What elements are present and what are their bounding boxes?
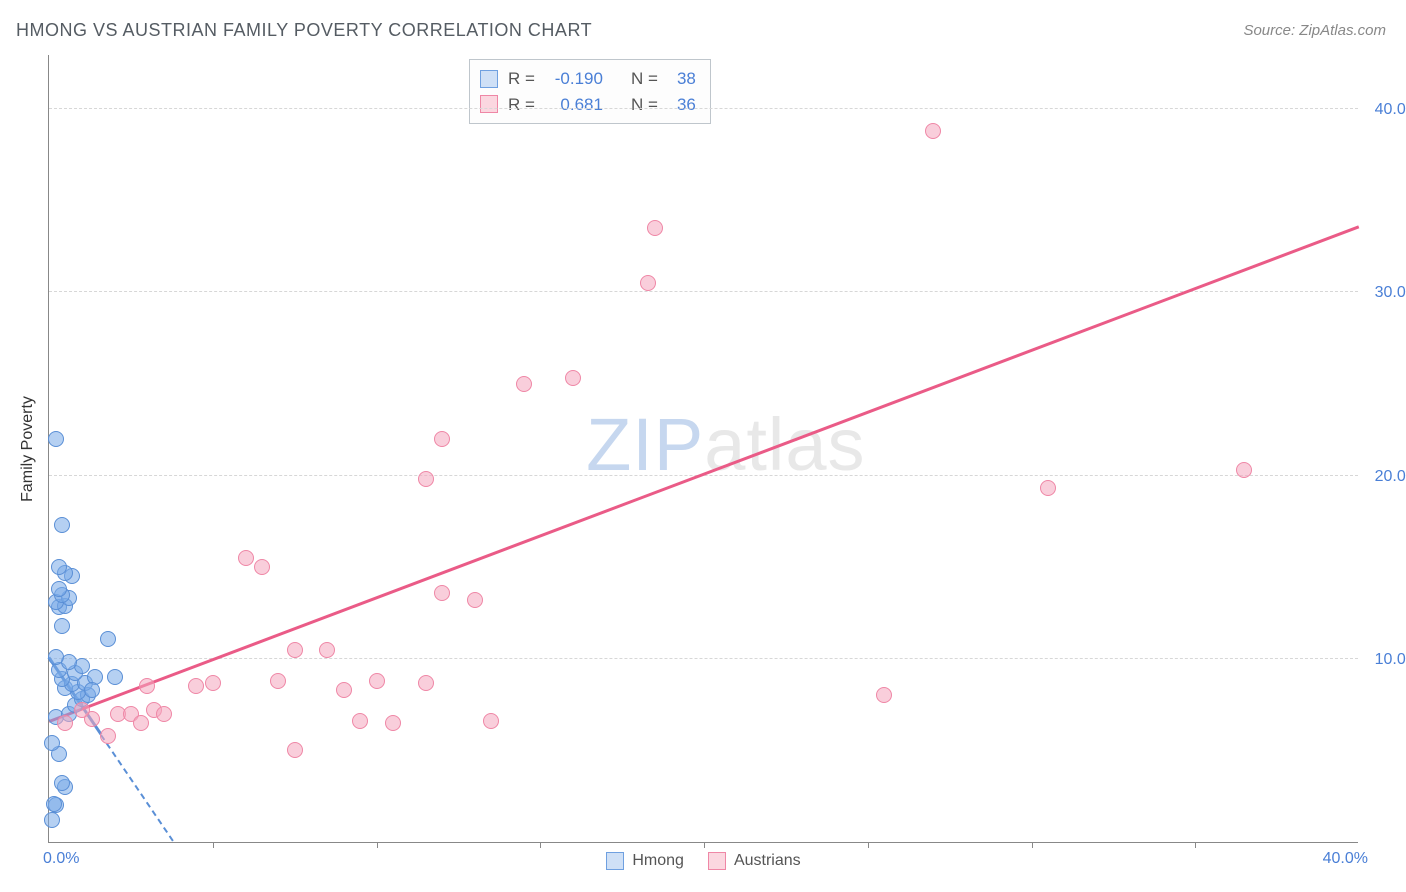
data-point bbox=[238, 550, 254, 566]
y-axis-label-container: Family Poverty bbox=[18, 55, 38, 843]
data-point bbox=[54, 775, 70, 791]
data-point bbox=[434, 585, 450, 601]
data-point bbox=[287, 642, 303, 658]
stats-row-austrians: R = 0.681 N = 36 bbox=[480, 92, 696, 118]
data-point bbox=[254, 559, 270, 575]
data-point bbox=[925, 123, 941, 139]
n-label: N = bbox=[631, 66, 658, 92]
stats-row-hmong: R = -0.190 N = 38 bbox=[480, 66, 696, 92]
data-point bbox=[48, 649, 64, 665]
data-point bbox=[133, 715, 149, 731]
data-point bbox=[467, 592, 483, 608]
legend-item-austrians: Austrians bbox=[708, 852, 801, 870]
data-point bbox=[54, 517, 70, 533]
r-value-hmong: -0.190 bbox=[545, 66, 603, 92]
data-point bbox=[74, 702, 90, 718]
y-tick-label: 30.0% bbox=[1375, 284, 1406, 302]
data-point bbox=[1236, 462, 1252, 478]
legend-item-hmong: Hmong bbox=[606, 852, 684, 870]
data-point bbox=[51, 559, 67, 575]
data-point bbox=[516, 376, 532, 392]
data-point bbox=[57, 715, 73, 731]
data-point bbox=[100, 728, 116, 744]
swatch-hmong bbox=[480, 70, 498, 88]
x-tick bbox=[1032, 842, 1033, 848]
r-value-austrians: 0.681 bbox=[545, 92, 603, 118]
data-point bbox=[876, 687, 892, 703]
y-tick-label: 10.0% bbox=[1375, 651, 1406, 669]
source-attribution: Source: ZipAtlas.com bbox=[1243, 22, 1386, 39]
n-value-austrians: 36 bbox=[668, 92, 696, 118]
data-point bbox=[44, 735, 60, 751]
data-point bbox=[1040, 480, 1056, 496]
gridline-h bbox=[49, 291, 1358, 292]
data-point bbox=[336, 682, 352, 698]
gridline-h bbox=[49, 658, 1358, 659]
legend-swatch-hmong bbox=[606, 852, 624, 870]
legend-swatch-austrians bbox=[708, 852, 726, 870]
data-point bbox=[156, 706, 172, 722]
data-point bbox=[51, 581, 67, 597]
data-point bbox=[418, 471, 434, 487]
data-point bbox=[418, 675, 434, 691]
data-point bbox=[352, 713, 368, 729]
data-point bbox=[48, 431, 64, 447]
x-tick bbox=[213, 842, 214, 848]
data-point bbox=[270, 673, 286, 689]
data-point bbox=[46, 796, 62, 812]
legend-label-hmong: Hmong bbox=[632, 852, 684, 870]
plot-area: ZIPatlas R = -0.190 N = 38 R = 0.681 N =… bbox=[48, 55, 1358, 843]
data-point bbox=[188, 678, 204, 694]
y-axis-label: Family Poverty bbox=[19, 396, 37, 502]
data-point bbox=[44, 812, 60, 828]
data-point bbox=[385, 715, 401, 731]
y-tick-label: 20.0% bbox=[1375, 468, 1406, 486]
correlation-stats-box: R = -0.190 N = 38 R = 0.681 N = 36 bbox=[469, 59, 711, 124]
n-label: N = bbox=[631, 92, 658, 118]
r-label: R = bbox=[508, 66, 535, 92]
series-legend: Hmong Austrians bbox=[49, 852, 1358, 870]
x-tick bbox=[1195, 842, 1196, 848]
data-point bbox=[287, 742, 303, 758]
data-point bbox=[647, 220, 663, 236]
data-point bbox=[139, 678, 155, 694]
trend-line bbox=[101, 734, 175, 841]
watermark-zip: ZIP bbox=[586, 403, 704, 486]
data-point bbox=[483, 713, 499, 729]
data-point bbox=[565, 370, 581, 386]
legend-label-austrians: Austrians bbox=[734, 852, 801, 870]
data-point bbox=[100, 631, 116, 647]
x-tick bbox=[377, 842, 378, 848]
data-point bbox=[107, 669, 123, 685]
data-point bbox=[205, 675, 221, 691]
data-point bbox=[434, 431, 450, 447]
x-tick bbox=[540, 842, 541, 848]
data-point bbox=[84, 682, 100, 698]
y-tick-label: 40.0% bbox=[1375, 101, 1406, 119]
r-label: R = bbox=[508, 92, 535, 118]
x-tick bbox=[868, 842, 869, 848]
data-point bbox=[319, 642, 335, 658]
data-point bbox=[369, 673, 385, 689]
data-point bbox=[640, 275, 656, 291]
x-tick bbox=[704, 842, 705, 848]
gridline-h bbox=[49, 108, 1358, 109]
n-value-hmong: 38 bbox=[668, 66, 696, 92]
swatch-austrians bbox=[480, 95, 498, 113]
chart-title: HMONG VS AUSTRIAN FAMILY POVERTY CORRELA… bbox=[16, 20, 592, 41]
data-point bbox=[54, 618, 70, 634]
